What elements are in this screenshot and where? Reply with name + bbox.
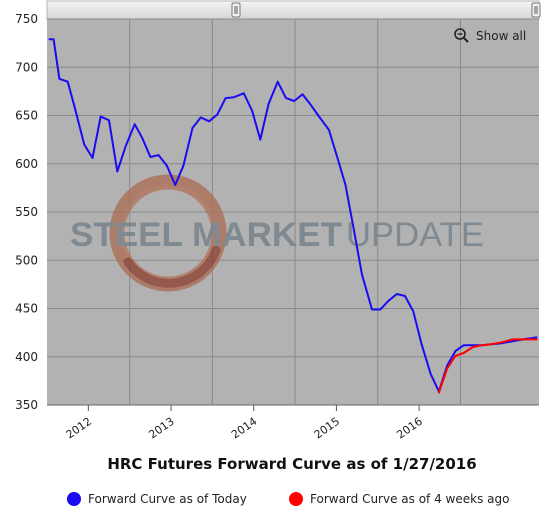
legend-item-today[interactable]: Forward Curve as of Today <box>67 492 247 506</box>
series-layer <box>48 38 538 394</box>
x-tick-label: 2013 <box>146 415 176 442</box>
navigator-bar[interactable] <box>46 0 541 20</box>
legend-marker <box>289 492 303 506</box>
legend-item-4-weeks-ago[interactable]: Forward Curve as of 4 weeks ago <box>289 492 509 506</box>
y-tick-label: 400 <box>15 350 38 364</box>
y-axis: 350 400 450 500 550 600 650 700 750 <box>15 12 38 412</box>
y-tick-label: 600 <box>15 157 38 171</box>
x-tick-label: 2016 <box>394 415 424 442</box>
y-tick-label: 350 <box>15 398 38 412</box>
chart-title: HRC Futures Forward Curve as of 1/27/201… <box>107 455 476 473</box>
y-tick-label: 450 <box>15 302 38 316</box>
y-tick-label: 650 <box>15 109 38 123</box>
y-tick-label: 700 <box>15 60 38 74</box>
watermark-text-left: STEEL MARKET <box>70 216 342 254</box>
x-axis: 2012 2013 2014 2015 2016 <box>47 404 539 442</box>
y-tick-label: 550 <box>15 205 38 219</box>
legend: Forward Curve as of Today Forward Curve a… <box>67 492 509 506</box>
show-all-label: Show all <box>476 29 526 43</box>
zoom-out-icon <box>454 28 469 43</box>
show-all-button[interactable]: Show all <box>454 28 526 43</box>
x-tick-label: 2015 <box>312 415 342 442</box>
y-tick-label: 750 <box>15 12 38 26</box>
legend-label: Forward Curve as of Today <box>88 492 247 506</box>
x-tick-label: 2012 <box>64 415 94 442</box>
legend-label: Forward Curve as of 4 weeks ago <box>310 492 509 506</box>
watermark-text-right: UPDATE <box>346 216 484 254</box>
watermark-ring <box>109 174 227 292</box>
series-line-4-weeks-ago <box>437 338 538 394</box>
watermark: STEEL MARKET UPDATE <box>70 174 484 292</box>
legend-marker <box>67 492 81 506</box>
navigator-handle-left[interactable] <box>231 2 241 18</box>
navigator-handle-right[interactable] <box>531 2 541 18</box>
y-tick-label: 500 <box>15 253 38 267</box>
x-tick-label: 2014 <box>229 415 259 442</box>
